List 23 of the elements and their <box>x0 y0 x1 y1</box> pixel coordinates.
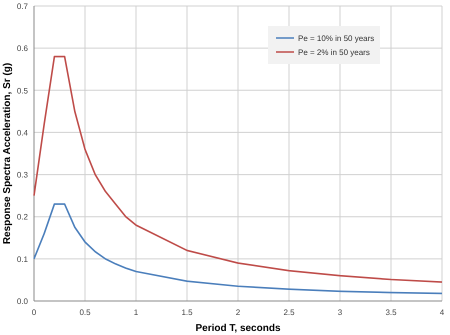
y-tick-label: 0.1 <box>16 254 29 264</box>
line-series <box>33 203 443 294</box>
y-tick-label: 0.7 <box>16 2 29 11</box>
y-axis-title: Response Spectra Acceleration, Sr (g) <box>2 62 13 244</box>
x-tick-label: 2 <box>236 308 241 317</box>
y-tick-label: 0.3 <box>16 170 29 180</box>
x-tick-label: 4 <box>440 308 445 317</box>
y-tick-label: 0.6 <box>16 44 29 54</box>
y-tick-label: 0.0 <box>16 297 29 306</box>
x-tick-label: 2.5 <box>283 308 296 317</box>
y-tick-label: 0.5 <box>16 86 29 96</box>
x-tick-label: 3.5 <box>385 308 398 317</box>
y-tick-label: 0.2 <box>16 212 29 222</box>
line-series <box>33 56 443 283</box>
legend-label: Pe = 10% in 50 years <box>298 34 374 43</box>
x-tick-label: 1 <box>134 308 139 317</box>
x-tick-label: 3 <box>338 308 343 317</box>
x-tick-label: 0.5 <box>79 308 92 317</box>
y-tick-label: 0.4 <box>16 128 29 138</box>
legend-label: Pe = 2% in 50 years <box>298 48 370 57</box>
x-tick-label: 1.5 <box>181 308 194 317</box>
x-tick-label: 0 <box>32 308 37 317</box>
x-axis-title: Period T, seconds <box>195 323 281 334</box>
